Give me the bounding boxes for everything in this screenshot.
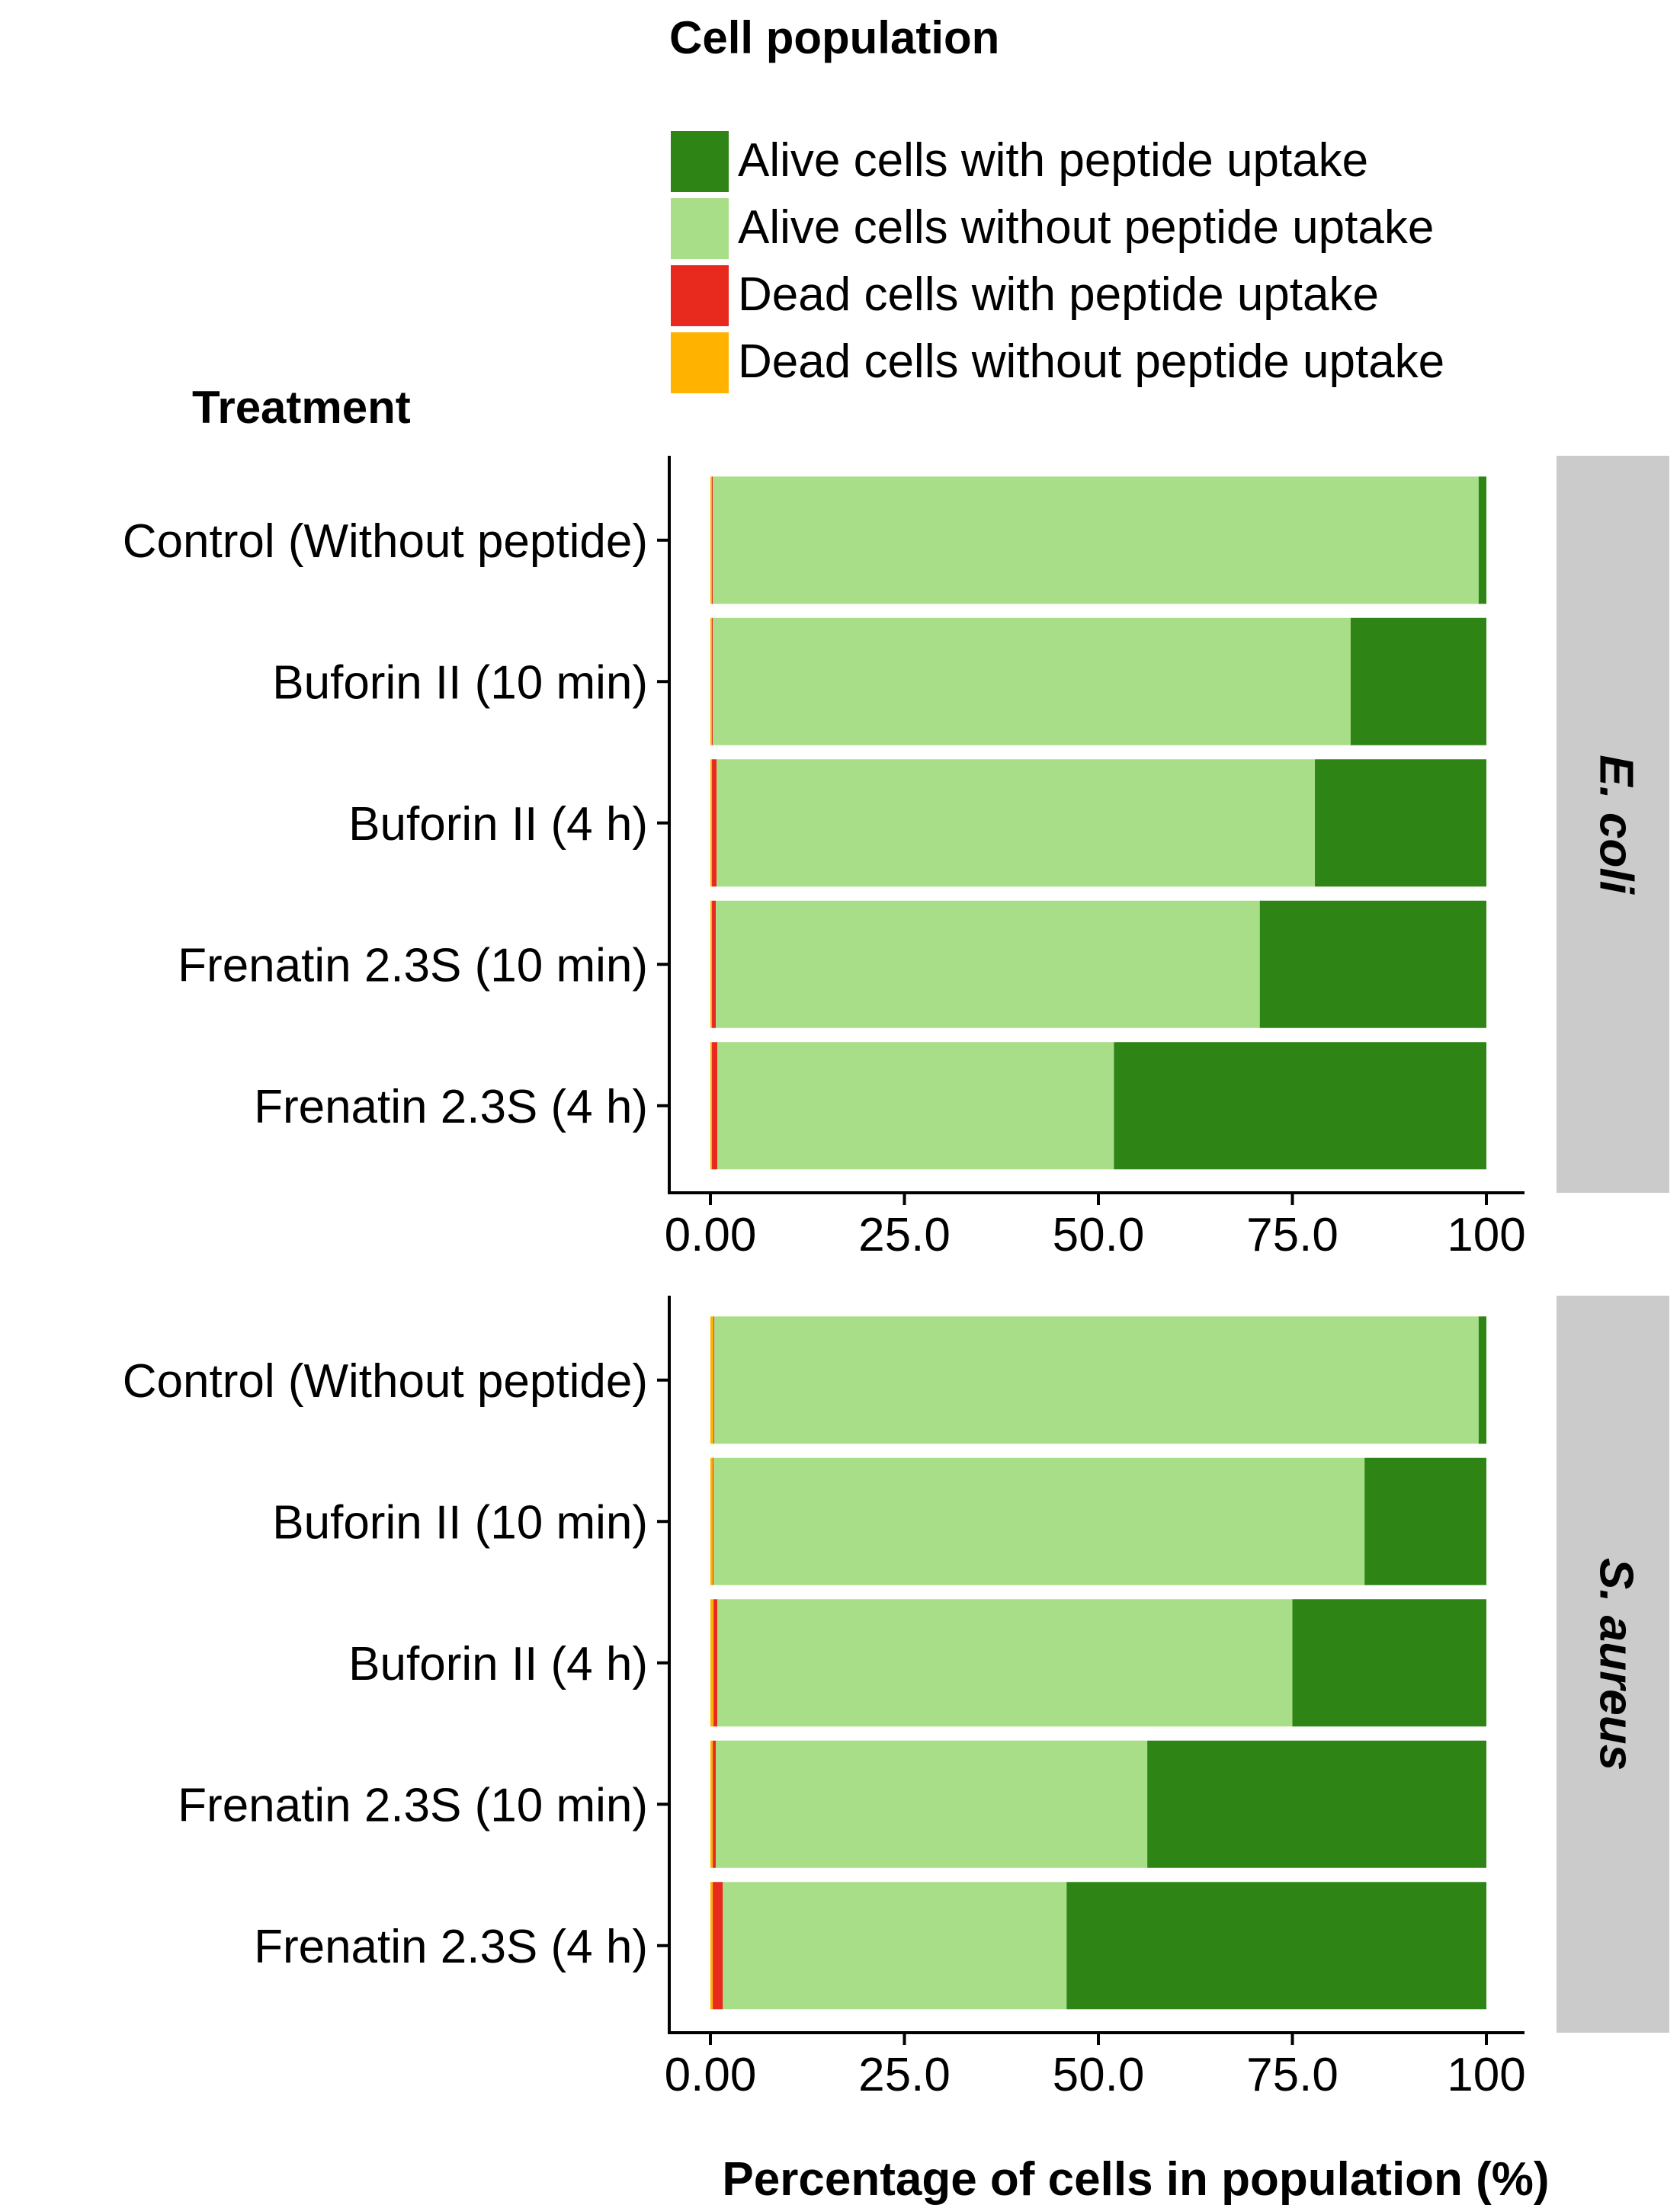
bar-buforin-ii-4-h-dead-cells-with-peptide-uptake [713,1599,718,1727]
bar-frenatin-2-3s-4-h-dead-cells-with-peptide-uptake [713,1882,723,2010]
legend-label-alive-cells-without-peptide-uptake: Alive cells without peptide uptake [738,201,1434,254]
bar-frenatin-2-3s-4-h-alive-cells-without-peptide-uptake [717,1042,1114,1170]
y-tick-label-buforin-ii-10-min: Buforin II (10 min) [272,1496,648,1549]
x-tick-label: 75.0 [1246,1209,1339,1261]
y-tick-label-buforin-ii-4-h: Buforin II (4 h) [348,798,648,851]
panel-s-aureus: S. aureus Control (Without peptide) Bufori… [123,1296,1669,2101]
bar-buforin-ii-4-h-alive-cells-without-peptide-uptake [717,759,1316,887]
bar-buforin-ii-4-h-alive-cells-with-peptide-uptake [1292,1599,1486,1727]
bar-buforin-ii-10-min-dead-cells-without-peptide-uptake [710,1457,713,1585]
bar-buforin-ii-4-h-alive-cells-without-peptide-uptake [717,1599,1293,1727]
x-tick-label: 50.0 [1053,1209,1145,1261]
y-tick-label-buforin-ii-10-min: Buforin II (10 min) [272,656,648,709]
x-tick-label: 75.0 [1246,2049,1339,2101]
legend-label-alive-cells-with-peptide-uptake: Alive cells with peptide uptake [738,134,1368,187]
bar-frenatin-2-3s-10-min-dead-cells-without-peptide-uptake [710,1740,713,1868]
strip-label: S. aureus [1590,1558,1643,1771]
bar-frenatin-2-3s-10-min-dead-cells-with-peptide-uptake [712,900,717,1028]
legend-label-dead-cells-with-peptide-uptake: Dead cells with peptide uptake [738,268,1379,321]
legend-key-alive-cells-with-peptide-uptake [671,131,729,192]
x-tick-label: 25.0 [858,1209,951,1261]
y-tick-label-frenatin-2-3s-10-min: Frenatin 2.3S (10 min) [178,939,648,992]
bar-buforin-ii-10-min-dead-cells-without-peptide-uptake [710,617,713,745]
strip-background [1557,1296,1669,2033]
bar-control-without-peptide-alive-cells-without-peptide-uptake [714,1316,1479,1444]
bars [710,476,1486,1170]
bar-buforin-ii-10-min-alive-cells-without-peptide-uptake [713,1457,1365,1585]
bar-frenatin-2-3s-10-min-dead-cells-with-peptide-uptake [713,1740,717,1868]
bar-frenatin-2-3s-4-h-dead-cells-with-peptide-uptake [712,1042,718,1170]
bar-frenatin-2-3s-4-h-alive-cells-without-peptide-uptake [723,1882,1067,2010]
bar-frenatin-2-3s-10-min-dead-cells-without-peptide-uptake [710,900,713,1028]
y-tick-label-frenatin-2-3s-4-h: Frenatin 2.3S (4 h) [254,1921,648,1973]
y-axis-title: Treatment [192,382,411,433]
x-tick-label: 0.00 [665,1209,757,1261]
bar-buforin-ii-10-min-alive-cells-with-peptide-uptake [1350,617,1486,745]
y-tick-label-control-without-peptide: Control (Without peptide) [123,1355,648,1408]
legend-title: Cell population [669,12,999,63]
x-tick-label: 0.00 [665,2049,757,2101]
bar-control-without-peptide-alive-cells-with-peptide-uptake [1478,1316,1486,1444]
bar-control-without-peptide-alive-cells-without-peptide-uptake [713,476,1479,604]
bar-frenatin-2-3s-4-h-alive-cells-with-peptide-uptake [1114,1042,1486,1170]
facet-panels: E. coli Control (Without peptide) Buforin … [123,456,1669,2101]
x-axis-title: Percentage of cells in population (%) [722,2153,1549,2206]
bar-control-without-peptide-dead-cells-with-peptide-uptake [713,1316,715,1444]
bar-buforin-ii-4-h-dead-cells-without-peptide-uptake [710,759,713,887]
bar-buforin-ii-10-min-dead-cells-with-peptide-uptake [712,617,713,745]
legend: Alive cells with peptide uptake Alive cel… [671,131,1444,393]
legend-key-alive-cells-without-peptide-uptake [671,198,729,259]
bar-control-without-peptide-alive-cells-with-peptide-uptake [1478,476,1486,604]
legend-label-dead-cells-without-peptide-uptake: Dead cells without peptide uptake [738,335,1444,388]
y-tick-label-frenatin-2-3s-10-min: Frenatin 2.3S (10 min) [178,1779,648,1831]
bars [710,1316,1486,2010]
legend-key-dead-cells-without-peptide-uptake [671,332,729,393]
bar-control-without-peptide-dead-cells-with-peptide-uptake [712,476,713,604]
bar-control-without-peptide-dead-cells-without-peptide-uptake [710,476,713,604]
bar-buforin-ii-10-min-alive-cells-with-peptide-uptake [1364,1457,1486,1585]
bar-buforin-ii-4-h-dead-cells-with-peptide-uptake [712,759,717,887]
y-tick-label-frenatin-2-3s-4-h: Frenatin 2.3S (4 h) [254,1081,648,1133]
bar-control-without-peptide-dead-cells-without-peptide-uptake [710,1316,714,1444]
x-tick-label: 100 [1447,1209,1525,1261]
x-tick-label: 50.0 [1053,2049,1145,2101]
bar-frenatin-2-3s-10-min-alive-cells-without-peptide-uptake [716,1740,1148,1868]
bar-buforin-ii-4-h-dead-cells-without-peptide-uptake [710,1599,714,1727]
strip-label: E. coli [1590,755,1643,895]
panel-e-coli: E. coli Control (Without peptide) Buforin … [123,456,1669,1261]
bar-frenatin-2-3s-4-h-dead-cells-without-peptide-uptake [710,1882,713,2010]
bar-frenatin-2-3s-10-min-alive-cells-without-peptide-uptake [716,900,1260,1028]
bar-frenatin-2-3s-4-h-dead-cells-without-peptide-uptake [710,1042,713,1170]
legend-key-dead-cells-with-peptide-uptake [671,265,729,326]
strip-background [1557,456,1669,1193]
x-tick-label: 25.0 [858,2049,951,2101]
bar-frenatin-2-3s-10-min-alive-cells-with-peptide-uptake [1147,1740,1486,1868]
bar-frenatin-2-3s-4-h-alive-cells-with-peptide-uptake [1066,1882,1486,2010]
x-tick-label: 100 [1447,2049,1525,2101]
y-tick-label-control-without-peptide: Control (Without peptide) [123,515,648,568]
bar-buforin-ii-4-h-alive-cells-with-peptide-uptake [1315,759,1486,887]
bar-buforin-ii-10-min-alive-cells-without-peptide-uptake [713,617,1351,745]
bar-frenatin-2-3s-10-min-alive-cells-with-peptide-uptake [1259,900,1486,1028]
y-tick-label-buforin-ii-4-h: Buforin II (4 h) [348,1638,648,1690]
